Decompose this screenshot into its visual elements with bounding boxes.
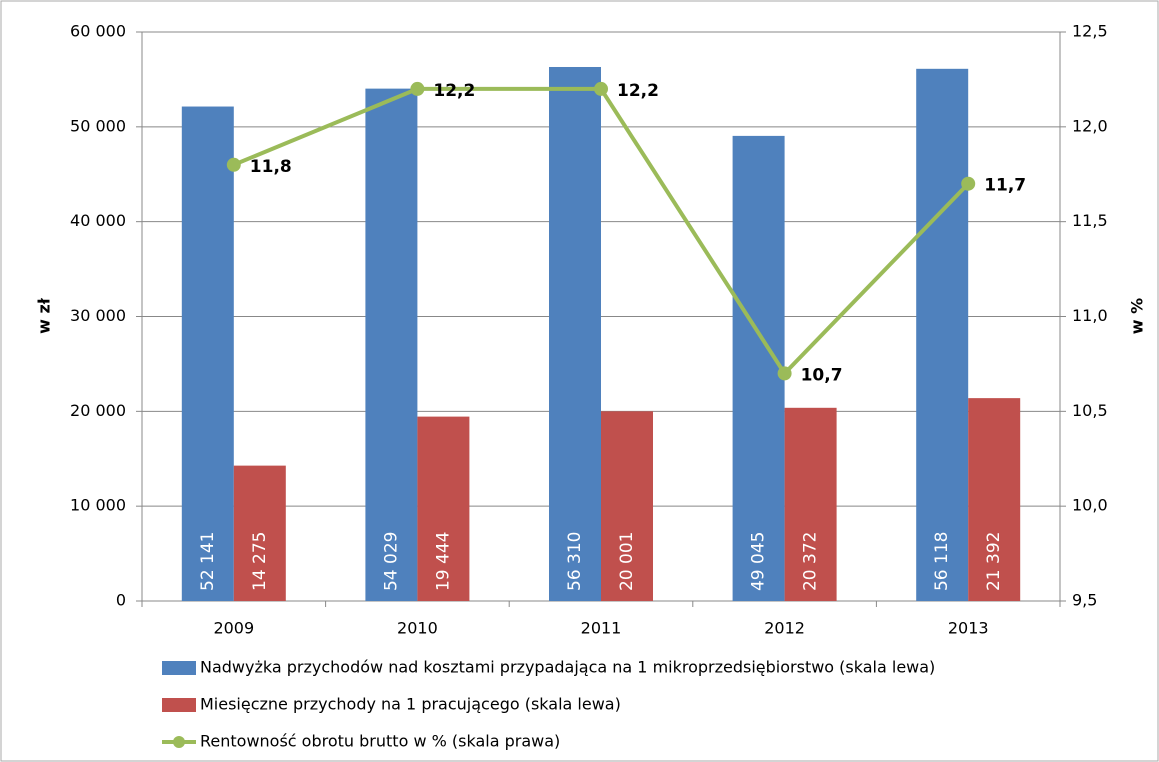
- legend-swatch-point: [173, 736, 185, 748]
- y-tick-label: 20 000: [70, 401, 126, 420]
- y2-tick-label: 12,0: [1072, 116, 1108, 135]
- line-value-label: 10,7: [801, 365, 843, 385]
- y2-axis-title: w %: [1128, 298, 1147, 334]
- legend-label: Miesięczne przychody na 1 pracującego (s…: [200, 695, 621, 714]
- y-tick-label: 40 000: [70, 211, 126, 230]
- y2-tick-label: 9,5: [1072, 591, 1097, 610]
- x-tick-label: 2013: [948, 619, 989, 638]
- bar-value-label: 19 444: [433, 532, 453, 591]
- line-point: [226, 157, 241, 172]
- bar: [916, 68, 969, 601]
- x-tick-label: 2009: [213, 619, 254, 638]
- y-tick-label: 50 000: [70, 116, 126, 135]
- bar: [365, 88, 418, 601]
- bar-value-label: 49 045: [749, 532, 769, 591]
- line-value-label: 11,7: [984, 176, 1026, 196]
- bar: [549, 66, 601, 601]
- bar: [968, 398, 1021, 601]
- y-tick-label: 10 000: [70, 496, 126, 515]
- line-value-label: 11,8: [250, 157, 292, 177]
- legend-label: Nadwyżka przychodów nad kosztami przypad…: [200, 658, 935, 677]
- bar-value-label: 54 029: [381, 532, 401, 591]
- x-tick-label: 2011: [581, 619, 622, 638]
- bar: [732, 135, 785, 601]
- line-point: [594, 81, 608, 96]
- line-point: [410, 81, 425, 96]
- bar-value-label: 56 310: [565, 532, 585, 591]
- bar-value-label: 56 118: [932, 532, 952, 591]
- bar-value-label: 52 141: [198, 532, 218, 591]
- legend-label: Rentowność obrotu brutto w % (skala praw…: [200, 732, 560, 751]
- y2-tick-label: 10,0: [1072, 496, 1108, 515]
- x-tick-label: 2012: [764, 619, 805, 638]
- y-tick-label: 60 000: [70, 22, 126, 41]
- x-tick-label: 2010: [397, 619, 438, 638]
- bar-value-label: 14 275: [250, 532, 270, 591]
- y-axis-title: w zł: [35, 297, 54, 334]
- bar-value-label: 20 372: [801, 532, 821, 591]
- bar: [601, 411, 653, 601]
- y2-tick-label: 11,0: [1072, 306, 1108, 325]
- bar: [417, 416, 470, 601]
- y-tick-label: 30 000: [70, 306, 126, 325]
- y-tick-label: 0: [116, 591, 126, 610]
- line-value-label: 12,2: [617, 81, 659, 101]
- bar: [181, 106, 234, 602]
- bar: [233, 465, 286, 601]
- y2-tick-label: 10,5: [1072, 401, 1108, 420]
- legend-swatch: [162, 661, 196, 675]
- bar-value-label: 20 001: [617, 532, 637, 591]
- line-value-label: 12,2: [433, 81, 475, 101]
- line-point: [961, 176, 976, 191]
- y2-tick-label: 11,5: [1072, 211, 1108, 230]
- bar: [784, 407, 837, 601]
- line-point: [777, 366, 792, 381]
- y2-tick-label: 12,5: [1072, 22, 1108, 41]
- bar-value-label: 21 392: [984, 532, 1004, 591]
- legend-swatch: [162, 698, 196, 712]
